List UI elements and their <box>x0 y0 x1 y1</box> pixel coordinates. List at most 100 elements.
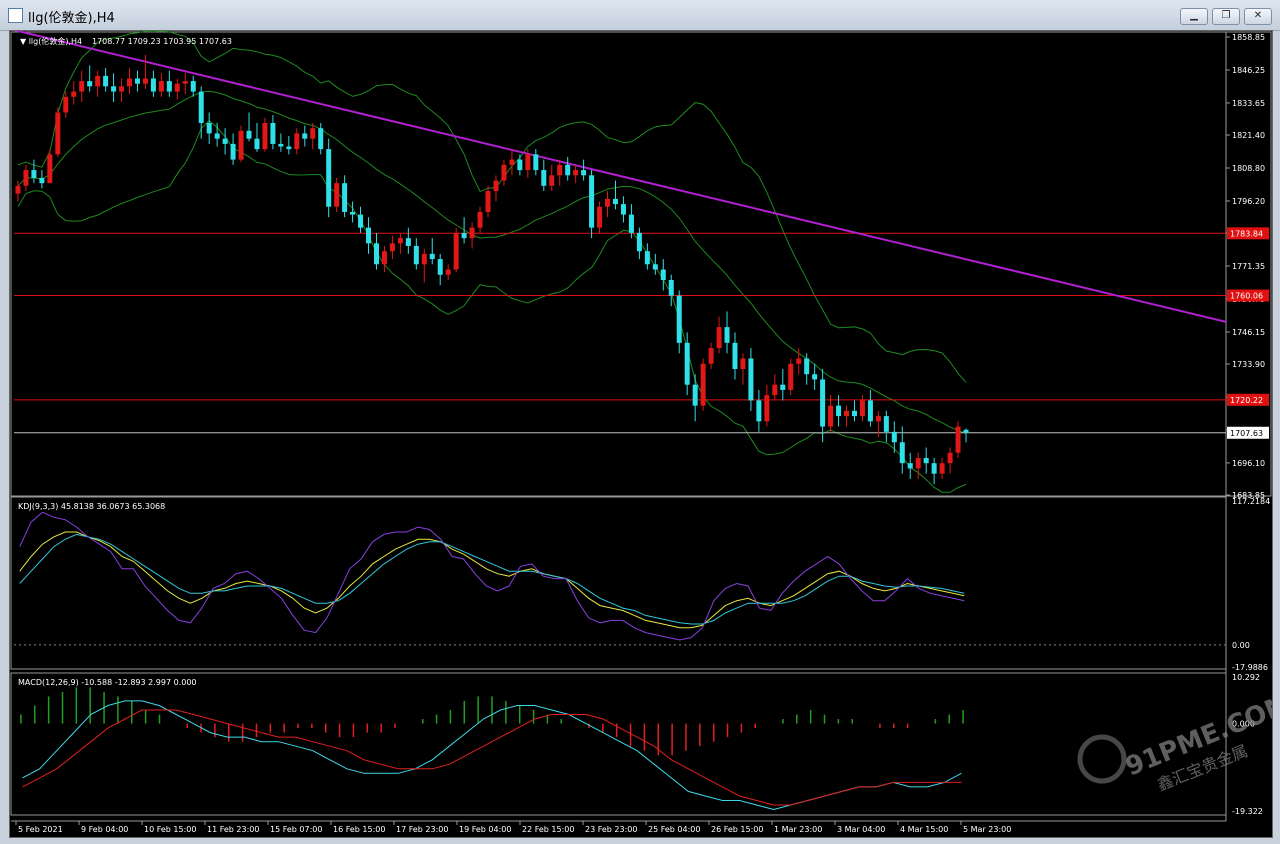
close-button[interactable]: ✕ <box>1244 8 1272 25</box>
candle-body <box>748 358 754 401</box>
candle-body <box>931 463 937 474</box>
candle-body <box>875 416 881 422</box>
macd-panel-border <box>10 672 1227 816</box>
candle-body <box>907 463 913 469</box>
candle-body <box>103 75 109 87</box>
candle-body <box>39 177 45 184</box>
chart-area[interactable]: 1858.85 1846.25 1833.65 1821.40 1808.80 1796.… <box>9 30 1273 838</box>
candle-body <box>421 253 427 265</box>
minimize-icon: ▁ <box>1190 10 1198 21</box>
candle-body <box>557 164 563 176</box>
candle-body <box>254 138 260 150</box>
chart-window-icon <box>8 8 23 23</box>
kdj-panel: 117.2184 0.00 -17.9886 KDJ(9,3,3) 45.8138 3… <box>10 496 1270 672</box>
candle-body <box>214 133 220 139</box>
candle-body <box>963 429 969 433</box>
kdj-indicator-label: KDJ(9,3,3) 45.8138 36.0673 65.3068 <box>18 502 165 511</box>
kdj-line-k <box>19 531 965 629</box>
candle-body <box>334 183 340 207</box>
candle-body <box>549 175 555 186</box>
candle-body <box>198 91 204 123</box>
candle-body <box>684 342 690 385</box>
price-level-tag <box>1227 426 1269 439</box>
candle-body <box>533 154 539 171</box>
candle-body <box>756 400 762 422</box>
candle-body <box>867 400 873 422</box>
restore-icon: ❐ <box>1221 10 1231 21</box>
candle-body <box>780 384 786 390</box>
candle-body <box>899 442 905 464</box>
candle-body <box>150 78 156 92</box>
candle-body <box>286 146 292 150</box>
price-level-tag <box>1227 289 1269 302</box>
time-axis: 5 Feb 2021 9 Feb 04:00 10 Feb 15:00 11 Feb … <box>11 820 1226 834</box>
candle-body <box>111 86 117 92</box>
candle-body <box>238 130 244 160</box>
candle-body <box>310 128 316 139</box>
candle-body <box>47 154 53 184</box>
time-tick-label: 4 Mar 15:00 <box>900 825 948 834</box>
candle-body <box>660 269 666 281</box>
candle-body <box>262 122 268 150</box>
candle-body <box>326 149 332 207</box>
price-tick-label: 1808.80 <box>1232 164 1265 173</box>
candle-body <box>493 180 499 192</box>
chart-canvas[interactable]: 1858.85 1846.25 1833.65 1821.40 1808.80 1796.… <box>10 31 1272 837</box>
candle-body <box>246 130 252 139</box>
candle-body <box>405 238 411 246</box>
candle-body <box>55 112 61 155</box>
time-tick-label: 17 Feb 23:00 <box>396 825 448 834</box>
candle-body <box>230 143 236 160</box>
candle-body <box>589 175 595 228</box>
price-tick-label: 1683.85 <box>1232 491 1265 500</box>
kdj-panel-border <box>10 496 1227 670</box>
candle-body <box>477 211 483 228</box>
candle-body <box>836 405 842 417</box>
price-tick-label: 1771.35 <box>1232 262 1265 271</box>
price-level-label: 1783.84 <box>1230 229 1263 238</box>
price-tick-label: 1846.25 <box>1232 66 1265 75</box>
candle-body <box>15 185 21 194</box>
watermark-logo-icon <box>1077 734 1127 784</box>
resistance-trendline <box>13 31 1227 323</box>
time-tick-label: 1 Mar 23:00 <box>774 825 822 834</box>
time-tick-label: 19 Feb 04:00 <box>459 825 511 834</box>
candle-body <box>453 232 459 270</box>
candle-body <box>859 400 865 417</box>
candle-body <box>437 259 443 275</box>
time-tick-label: 15 Feb 07:00 <box>270 825 322 834</box>
bollinger-lower-band <box>17 120 967 493</box>
candle-body <box>79 81 85 92</box>
candle-body <box>445 269 451 275</box>
time-tick-label: 23 Feb 23:00 <box>585 825 637 834</box>
candle-body <box>828 405 834 427</box>
time-tick-label: 11 Feb 23:00 <box>207 825 259 834</box>
time-tick-label: 16 Feb 15:00 <box>333 825 385 834</box>
macd-tick-label: 10.292 <box>1232 673 1260 682</box>
candle-body <box>413 245 419 265</box>
chart-symbol-label: ▼ llg(伦敦金),H4 <box>20 36 82 46</box>
candle-body <box>700 363 706 406</box>
candle-body <box>429 253 435 260</box>
candle-body <box>636 232 642 252</box>
candle-body <box>182 81 188 84</box>
candle-body <box>381 251 387 265</box>
candle-body <box>389 243 395 252</box>
minimize-button[interactable]: ▁ <box>1180 8 1208 25</box>
price-tick-label: 1796.20 <box>1232 197 1265 206</box>
candle-body <box>716 327 722 349</box>
price-tick-label: 1696.10 <box>1232 459 1265 468</box>
candle-body <box>612 198 618 205</box>
restore-button[interactable]: ❐ <box>1212 8 1240 25</box>
candle-body <box>844 410 850 417</box>
candle-body <box>605 198 611 207</box>
time-tick-label: 25 Feb 04:00 <box>648 825 700 834</box>
candle-body <box>501 164 507 181</box>
kdj-tick-label: 117.2184 <box>1232 497 1270 506</box>
candle-body <box>708 348 714 364</box>
candle-body <box>206 122 212 134</box>
candle-body <box>565 164 571 176</box>
candle-body <box>469 227 475 239</box>
macd-panel: 10.292 0.000 -19.322 MACD(12,26,9) -10.588 … <box>10 672 1263 816</box>
